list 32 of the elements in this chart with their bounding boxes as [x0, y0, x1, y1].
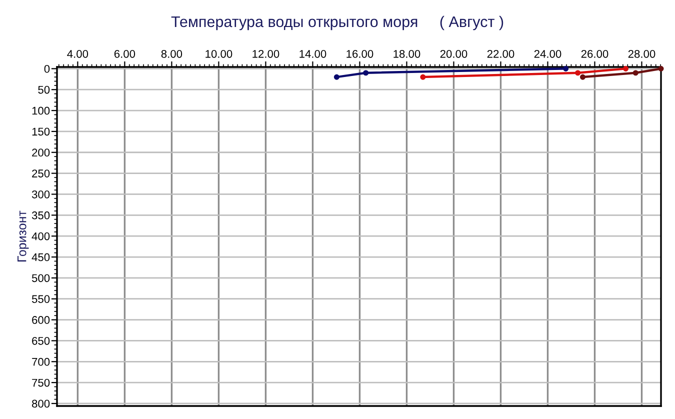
- x-tick-label: 24.00: [534, 50, 562, 58]
- y-tick-label: 500: [32, 274, 50, 282]
- y-tick-label: 100: [32, 106, 50, 115]
- y-tick-label: 400: [32, 232, 50, 240]
- x-tick-label: 14.00: [300, 50, 326, 58]
- y-tick-label: 300: [32, 190, 50, 198]
- y-tick-label: 600: [32, 316, 50, 324]
- y-tick-label: 200: [32, 148, 50, 157]
- y-tick-label: 0: [44, 64, 50, 73]
- y-tick-label: 700: [32, 358, 50, 366]
- x-tick-label: 6.00: [114, 50, 136, 58]
- y-tick-label: 650: [32, 336, 50, 345]
- x-tick-label: 16.00: [346, 50, 374, 58]
- x-tick-label: 18.00: [394, 50, 420, 58]
- x-tick-label: 22.00: [487, 50, 514, 58]
- y-tick-label: 750: [32, 378, 50, 387]
- y-axis-title: Горизонт: [18, 210, 29, 262]
- x-tick-label: 8.00: [161, 50, 182, 58]
- x-tick-label: 20.00: [440, 50, 468, 58]
- y-tick-label: 50: [38, 86, 50, 94]
- y-tick-label: 250: [32, 170, 50, 178]
- chart-title: Температура воды открытого моря ( Август ): [171, 16, 504, 30]
- x-tick-label: 4.00: [67, 50, 88, 58]
- x-tick-label: 10.00: [206, 50, 232, 58]
- x-tick-label: 12.00: [252, 50, 280, 58]
- y-tick-label: 800: [32, 400, 50, 408]
- x-tick-label: 28.00: [628, 50, 656, 58]
- y-tick-label: 150: [32, 128, 50, 136]
- x-tick-label: 26.00: [581, 50, 608, 58]
- y-tick-label: 350: [32, 211, 50, 220]
- y-tick-label: 450: [32, 253, 50, 262]
- y-tick-label: 550: [32, 295, 50, 303]
